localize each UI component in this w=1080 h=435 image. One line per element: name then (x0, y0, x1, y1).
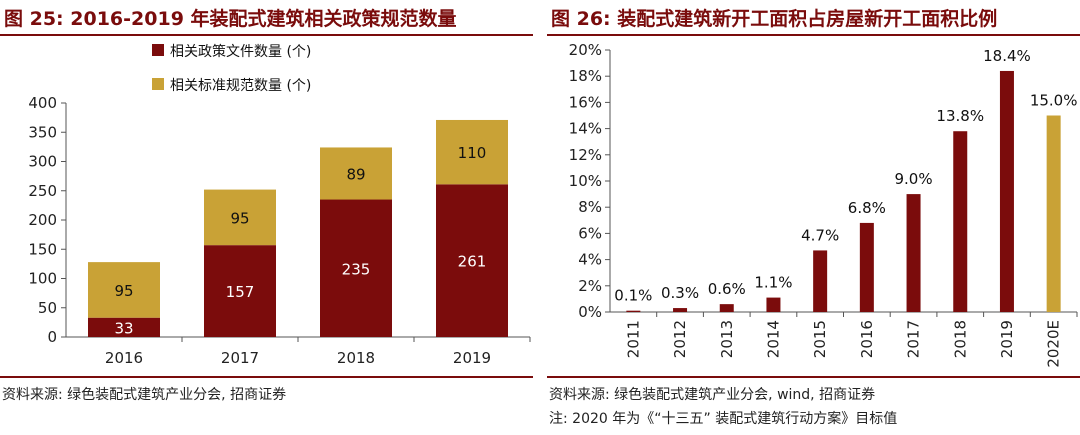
data-label: 9.0% (894, 170, 932, 188)
x-tick-label: 2019 (998, 320, 1016, 358)
data-label: 157 (226, 283, 255, 301)
bar (999, 70, 1014, 313)
data-label: 110 (458, 144, 487, 162)
bar-segment (436, 119, 508, 185)
left-chart-title: 图 25: 2016-2019 年装配式建筑相关政策规范数量 (4, 8, 457, 30)
y-tick-label: 350 (28, 123, 57, 141)
x-tick-label: 2017 (221, 349, 259, 367)
x-tick-label: 2019 (453, 349, 491, 367)
x-tick-label: 2011 (624, 320, 642, 358)
data-label: 95 (230, 209, 249, 227)
right-note-text: 注: 2020 年为《“十三五” 装配式建筑行动方案》目标值 (549, 411, 898, 427)
bar (906, 194, 921, 312)
y-tick-label: 200 (28, 211, 57, 229)
legend-label-standard: 相关标准规范数量 (个) (170, 77, 311, 94)
x-tick-label: 2013 (718, 320, 736, 358)
y-tick-label: 6% (578, 224, 602, 242)
bar (1046, 115, 1061, 312)
y-tick-label: 2% (578, 277, 602, 295)
data-label: 0.6% (708, 280, 746, 298)
data-label: 95 (114, 282, 133, 300)
legend-swatch-standard (152, 78, 164, 90)
x-tick-label: 2012 (671, 320, 689, 358)
y-tick-label: 0 (47, 328, 57, 346)
x-tick-label: 2020E (1045, 320, 1063, 368)
bar-segment (204, 245, 276, 337)
data-label: 261 (458, 253, 487, 271)
y-tick-label: 18% (569, 67, 602, 85)
y-tick-label: 300 (28, 153, 57, 171)
legend-label-policy: 相关政策文件数量 (个) (170, 43, 311, 60)
bar-segment (320, 199, 392, 337)
y-tick-label: 400 (28, 94, 57, 112)
data-label: 1.1% (754, 274, 792, 292)
right-source-rule (547, 376, 1080, 378)
data-label: 89 (346, 165, 365, 183)
y-tick-label: 20% (569, 41, 602, 59)
y-tick-label: 250 (28, 182, 57, 200)
right-chart-panel: 图 26: 装配式建筑新开工面积占房屋新开工面积比例 0% 2% 4% 6% 8% 10%… (547, 0, 1080, 435)
y-tick-label: 0% (578, 303, 602, 321)
bar-segment (88, 317, 160, 337)
legend-swatch-policy (152, 44, 164, 56)
data-label: 13.8% (936, 107, 984, 125)
right-title-rule (547, 34, 1080, 36)
data-label: 0.3% (661, 284, 699, 302)
y-tick-label: 12% (569, 146, 602, 164)
bar-segment (88, 262, 160, 318)
x-tick-label: 2017 (905, 320, 923, 358)
y-tick-label: 14% (569, 120, 602, 138)
bar (719, 304, 734, 312)
data-label: 6.8% (848, 199, 886, 217)
bar-segment (320, 147, 392, 200)
data-label: 0.1% (614, 287, 652, 305)
data-label: 33 (114, 319, 133, 337)
y-tick-label: 150 (28, 240, 57, 258)
x-tick-label: 2018 (337, 349, 375, 367)
x-tick-label: 2018 (951, 320, 969, 358)
right-source-text: 资料来源: 绿色装配式建筑产业分会, wind, 招商证券 (549, 387, 876, 403)
bar (673, 308, 688, 312)
data-label: 18.4% (983, 47, 1031, 65)
y-tick-label: 8% (578, 198, 602, 216)
left-source-text: 资料来源: 绿色装配式建筑产业分会, 招商证券 (2, 387, 287, 403)
data-label: 4.7% (801, 226, 839, 244)
data-label: 235 (342, 260, 371, 278)
x-tick-label: 2016 (858, 320, 876, 358)
y-tick-label: 16% (569, 93, 602, 111)
y-tick-label: 50 (38, 299, 57, 317)
x-tick-label: 2016 (105, 349, 143, 367)
bar-segment (204, 189, 276, 246)
left-source-rule (0, 376, 533, 378)
right-bar-chart: 0% 2% 4% 6% 8% 10% 12% 14% 16% 18% 20% 0.1% 2011 0.3%… (569, 41, 1078, 368)
y-tick-label: 100 (28, 270, 57, 288)
left-title-rule (0, 34, 533, 36)
data-label: 15.0% (1030, 92, 1078, 110)
bar (626, 310, 641, 312)
bar (859, 222, 874, 312)
x-tick-label: 2015 (811, 320, 829, 358)
bar-segment (436, 184, 508, 337)
left-chart-panel: 图 25: 2016-2019 年装配式建筑相关政策规范数量 0 50 100 150… (0, 0, 533, 435)
bar (953, 131, 968, 312)
bar (813, 250, 828, 312)
bar (766, 297, 781, 312)
x-tick-label: 2014 (764, 320, 782, 358)
y-tick-label: 10% (569, 172, 602, 190)
right-chart-title: 图 26: 装配式建筑新开工面积占房屋新开工面积比例 (551, 8, 998, 30)
left-stacked-bar-chart: 0 50 100 150 200 250 300 350 400 33 95 2016 157 95 201… (28, 43, 531, 367)
y-tick-label: 4% (578, 251, 602, 269)
